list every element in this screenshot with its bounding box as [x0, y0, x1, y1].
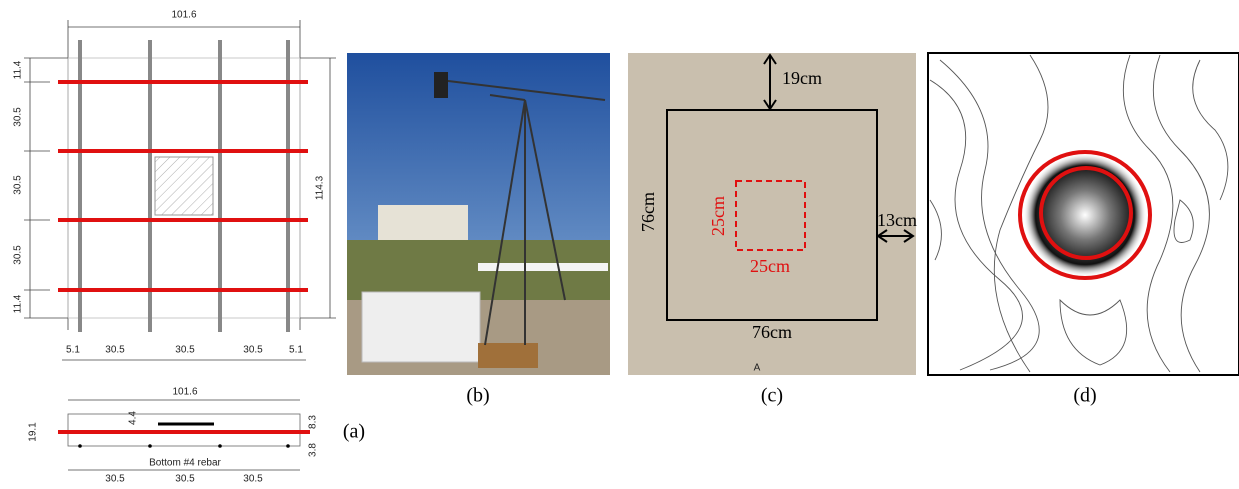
dim-label: 30.5 [105, 474, 125, 485]
dim-label: 76cm [638, 192, 658, 232]
dim-label: 114.3 [315, 175, 326, 200]
dim-label: 25cm [750, 256, 790, 276]
panel-d: (d) [928, 53, 1239, 407]
dim-label: 30.5 [243, 474, 263, 485]
panel-b-photo: (b) [347, 53, 610, 407]
slab [362, 292, 480, 362]
dim-label: 19.1 [28, 422, 39, 442]
caption: (d) [1073, 385, 1096, 407]
dim-label: 76cm [752, 322, 792, 342]
dim-label: 11.4 [13, 294, 24, 313]
marker: A [754, 363, 761, 374]
panel-c: 19cm 13cm 76cm 76cm 25cm 25cm A (c) [628, 53, 917, 407]
sensor [434, 72, 448, 98]
dim-label: 101.6 [172, 387, 197, 398]
dim-label: 30.5 [175, 345, 195, 356]
caption: (b) [466, 385, 489, 407]
dim-label: 101.6 [171, 10, 196, 21]
dim-label: 13cm [877, 210, 917, 230]
building [378, 205, 468, 245]
figure: 101.6 11.4 30.5 30.5 30.5 11.4 114.3 5.1… [0, 0, 1239, 489]
dim-label: 3.8 [308, 443, 319, 457]
note: Bottom #4 rebar [149, 458, 221, 469]
dim-label: 19cm [782, 68, 822, 88]
pallet [478, 343, 538, 368]
dim-label: 30.5 [13, 107, 24, 127]
dim-label: 30.5 [13, 175, 24, 195]
dim-label: 30.5 [243, 345, 263, 356]
dim-label: 30.5 [175, 474, 195, 485]
panel-a-plan: 101.6 11.4 30.5 30.5 30.5 11.4 114.3 5.1… [13, 10, 336, 360]
dim-label: 4.4 [128, 411, 139, 425]
dim-label: 8.3 [308, 415, 319, 429]
caption: (c) [761, 385, 783, 407]
defect-area [155, 157, 213, 215]
dim-label: 25cm [708, 196, 728, 236]
dim-label: 30.5 [105, 345, 125, 356]
caption: (a) [343, 421, 365, 443]
panel-a-section: 101.6 4.4 19.1 8.3 3.8 Bottom #4 rebar 3… [28, 387, 365, 485]
dim-label: 5.1 [66, 345, 80, 356]
dim-label: 11.4 [13, 60, 24, 79]
dim-label: 5.1 [289, 345, 303, 356]
dim-label: 30.5 [13, 245, 24, 265]
